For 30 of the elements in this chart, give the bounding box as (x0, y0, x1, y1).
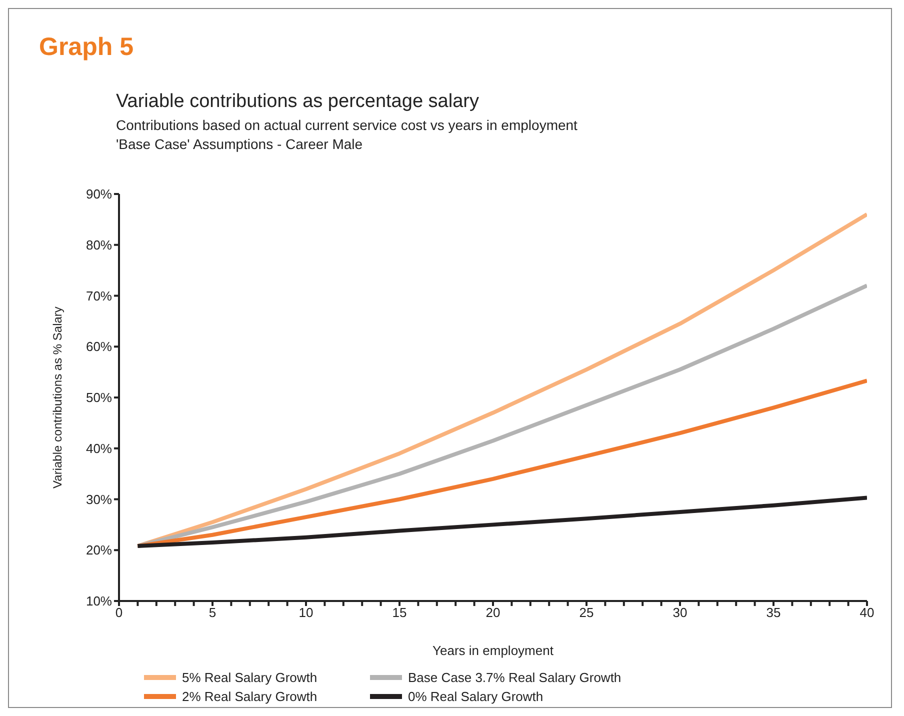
frame: Graph 5 Variable contributions as percentage salary Contributions based on actual current service cost vs years in employment 'Base Case' Assumptions - Career Male 0 5 10 15 20 25 30 35 40 Years in employment 10% 20% 30% 40% 50% 60% 70% 80% 90% Variable contributions as % Salary 5% Real Salary Growth Base Case 3.7% Real Salary Growth 2% Real Salary Growth 0% Real Salary Growth (8, 8, 892, 708)
y-tick-label: 40% (86, 440, 112, 456)
y-tick-label: 90% (86, 186, 112, 202)
chart-title: Variable contributions as percentage salary (116, 91, 480, 113)
caption: Graph 5 (39, 33, 134, 62)
x-tick-label: 15 (392, 605, 407, 620)
legend-label: 5% Real Salary Growth (182, 670, 318, 685)
chart-subtitle: Contributions based on actual current service cost vs years in employment (116, 117, 578, 133)
x-tick-label: 20 (486, 605, 500, 620)
x-tick-label: 0 (115, 605, 123, 620)
y-axis-title: Variable contributions as % Salary (50, 306, 64, 488)
y-tick-label: 80% (86, 237, 112, 252)
y-tick-label: 10% (86, 594, 112, 609)
y-tick-label: 60% (86, 339, 112, 354)
x-tick-label: 40 (860, 605, 874, 620)
text: 'Base Case' Assumptions - Career Male (116, 136, 364, 152)
y-tick-label: 50% (86, 390, 112, 406)
x-tick-label: 5 (208, 605, 216, 620)
y-tick-label: 20% (86, 542, 112, 558)
x-tick-label: 35 (766, 605, 781, 620)
legend-label: 0% Real Salary Growth (408, 689, 544, 704)
x-tick-label: 25 (579, 605, 594, 620)
legend-label: Base Case 3.7% Real Salary Growth (408, 670, 622, 685)
x-axis-title: Years in employment (432, 643, 554, 658)
line-series (136, 496, 867, 548)
y-tick-label: 70% (86, 288, 112, 304)
y-tick-label: 30% (86, 492, 112, 507)
x-tick-label: 10 (298, 605, 314, 620)
legend-label: 2% Real Salary Growth (182, 689, 318, 704)
x-tick-label: 30 (672, 605, 688, 620)
